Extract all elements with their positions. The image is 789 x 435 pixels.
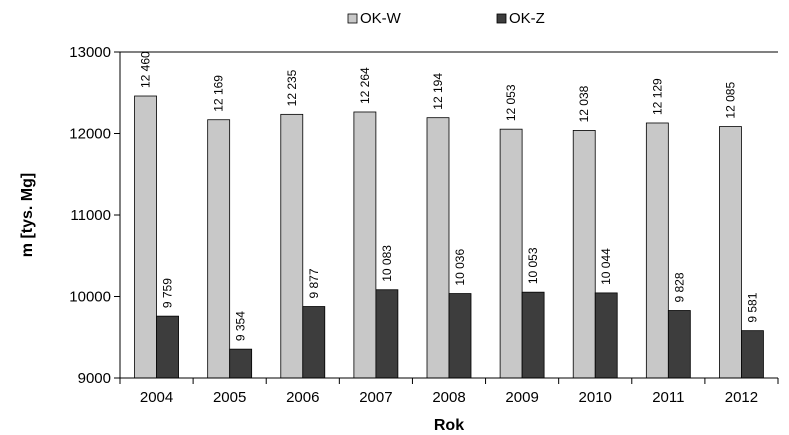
data-label-ok-w-2012: 12 085 <box>723 82 737 119</box>
legend-label-ok-z: OK-Z <box>509 10 545 27</box>
bar-ok-w-2011 <box>645 122 669 379</box>
bar-ok-z-2009 <box>521 291 545 379</box>
data-label-ok-z-2008: 10 036 <box>453 249 467 286</box>
bar-ok-w-2004 <box>134 95 157 379</box>
legend-swatch-ok-w <box>347 13 358 24</box>
data-label-ok-w-2006: 12 235 <box>285 69 299 106</box>
x-tick-label: 2011 <box>652 389 684 406</box>
data-label-ok-z-2009: 10 053 <box>526 247 540 284</box>
y-tick-label: 11000 <box>70 207 111 224</box>
y-tick-label: 12000 <box>69 126 111 143</box>
bar-ok-z-2011 <box>667 310 691 379</box>
bar-ok-z-2012 <box>741 330 764 379</box>
bar-ok-w-2006 <box>280 113 304 379</box>
legend-label-ok-w: OK-W <box>360 10 402 27</box>
data-label-ok-z-2007: 10 083 <box>380 245 394 282</box>
x-tick-label: 2005 <box>213 389 246 406</box>
y-tick-labels: 9000 10000 11000 12000 13000 <box>69 44 120 387</box>
legend-swatch-ok-z <box>496 13 507 24</box>
data-labels: 12 460 9 759 12 169 9 354 12 235 9 877 12 264 1… <box>139 51 760 341</box>
bar-ok-z-2006 <box>302 306 326 379</box>
bars <box>134 95 764 379</box>
data-label-ok-w-2009: 12 053 <box>504 84 518 121</box>
x-tick-label: 2007 <box>359 389 392 406</box>
data-label-ok-w-2008: 12 194 <box>431 73 445 110</box>
y-tick-label: 9000 <box>78 370 111 387</box>
x-tick-label: 2004 <box>140 389 173 406</box>
data-label-ok-w-2007: 12 264 <box>358 67 372 104</box>
data-label-ok-w-2004: 12 460 <box>139 51 153 88</box>
data-label-ok-z-2010: 10 044 <box>599 248 613 285</box>
data-label-ok-z-2012: 9 581 <box>745 292 759 322</box>
x-tick-label: 2006 <box>286 389 319 406</box>
data-label-ok-z-2006: 9 877 <box>307 268 321 298</box>
data-label-ok-w-2005: 12 169 <box>212 75 226 112</box>
data-label-ok-z-2005: 9 354 <box>234 311 248 341</box>
data-label-ok-w-2011: 12 129 <box>650 78 664 115</box>
data-label-ok-z-2011: 9 828 <box>672 272 686 302</box>
bar-ok-w-2007 <box>353 111 377 379</box>
x-tick-label: 2008 <box>432 389 465 406</box>
x-tick-label: 2012 <box>725 389 758 406</box>
bar-ok-w-2009 <box>499 128 523 379</box>
x-tick-label: 2009 <box>505 389 538 406</box>
bar-ok-z-2008 <box>448 293 472 379</box>
y-tick-label: 10000 <box>69 289 111 306</box>
legend: OK-W OK-Z <box>347 10 545 27</box>
x-axis-title: Rok <box>434 417 464 434</box>
x-tick-labels: 2004 2005 2006 2007 2008 2009 2010 2011 2012 <box>119 378 779 406</box>
y-tick-label: 13000 <box>69 44 111 61</box>
data-label-ok-w-2010: 12 038 <box>577 85 591 122</box>
bar-ok-w-2008 <box>426 117 450 379</box>
y-axis-title: m [tys. Mg] <box>19 173 36 257</box>
bar-ok-w-2005 <box>207 119 231 379</box>
bar-ok-z-2004 <box>156 315 179 379</box>
data-label-ok-z-2004: 9 759 <box>161 278 175 308</box>
bar-ok-z-2007 <box>375 289 399 379</box>
bar-ok-z-2010 <box>594 292 618 379</box>
bar-ok-w-2010 <box>572 130 596 379</box>
bar-ok-w-2012 <box>719 126 742 379</box>
x-tick-label: 2010 <box>579 389 612 406</box>
bar-ok-z-2005 <box>229 348 253 379</box>
